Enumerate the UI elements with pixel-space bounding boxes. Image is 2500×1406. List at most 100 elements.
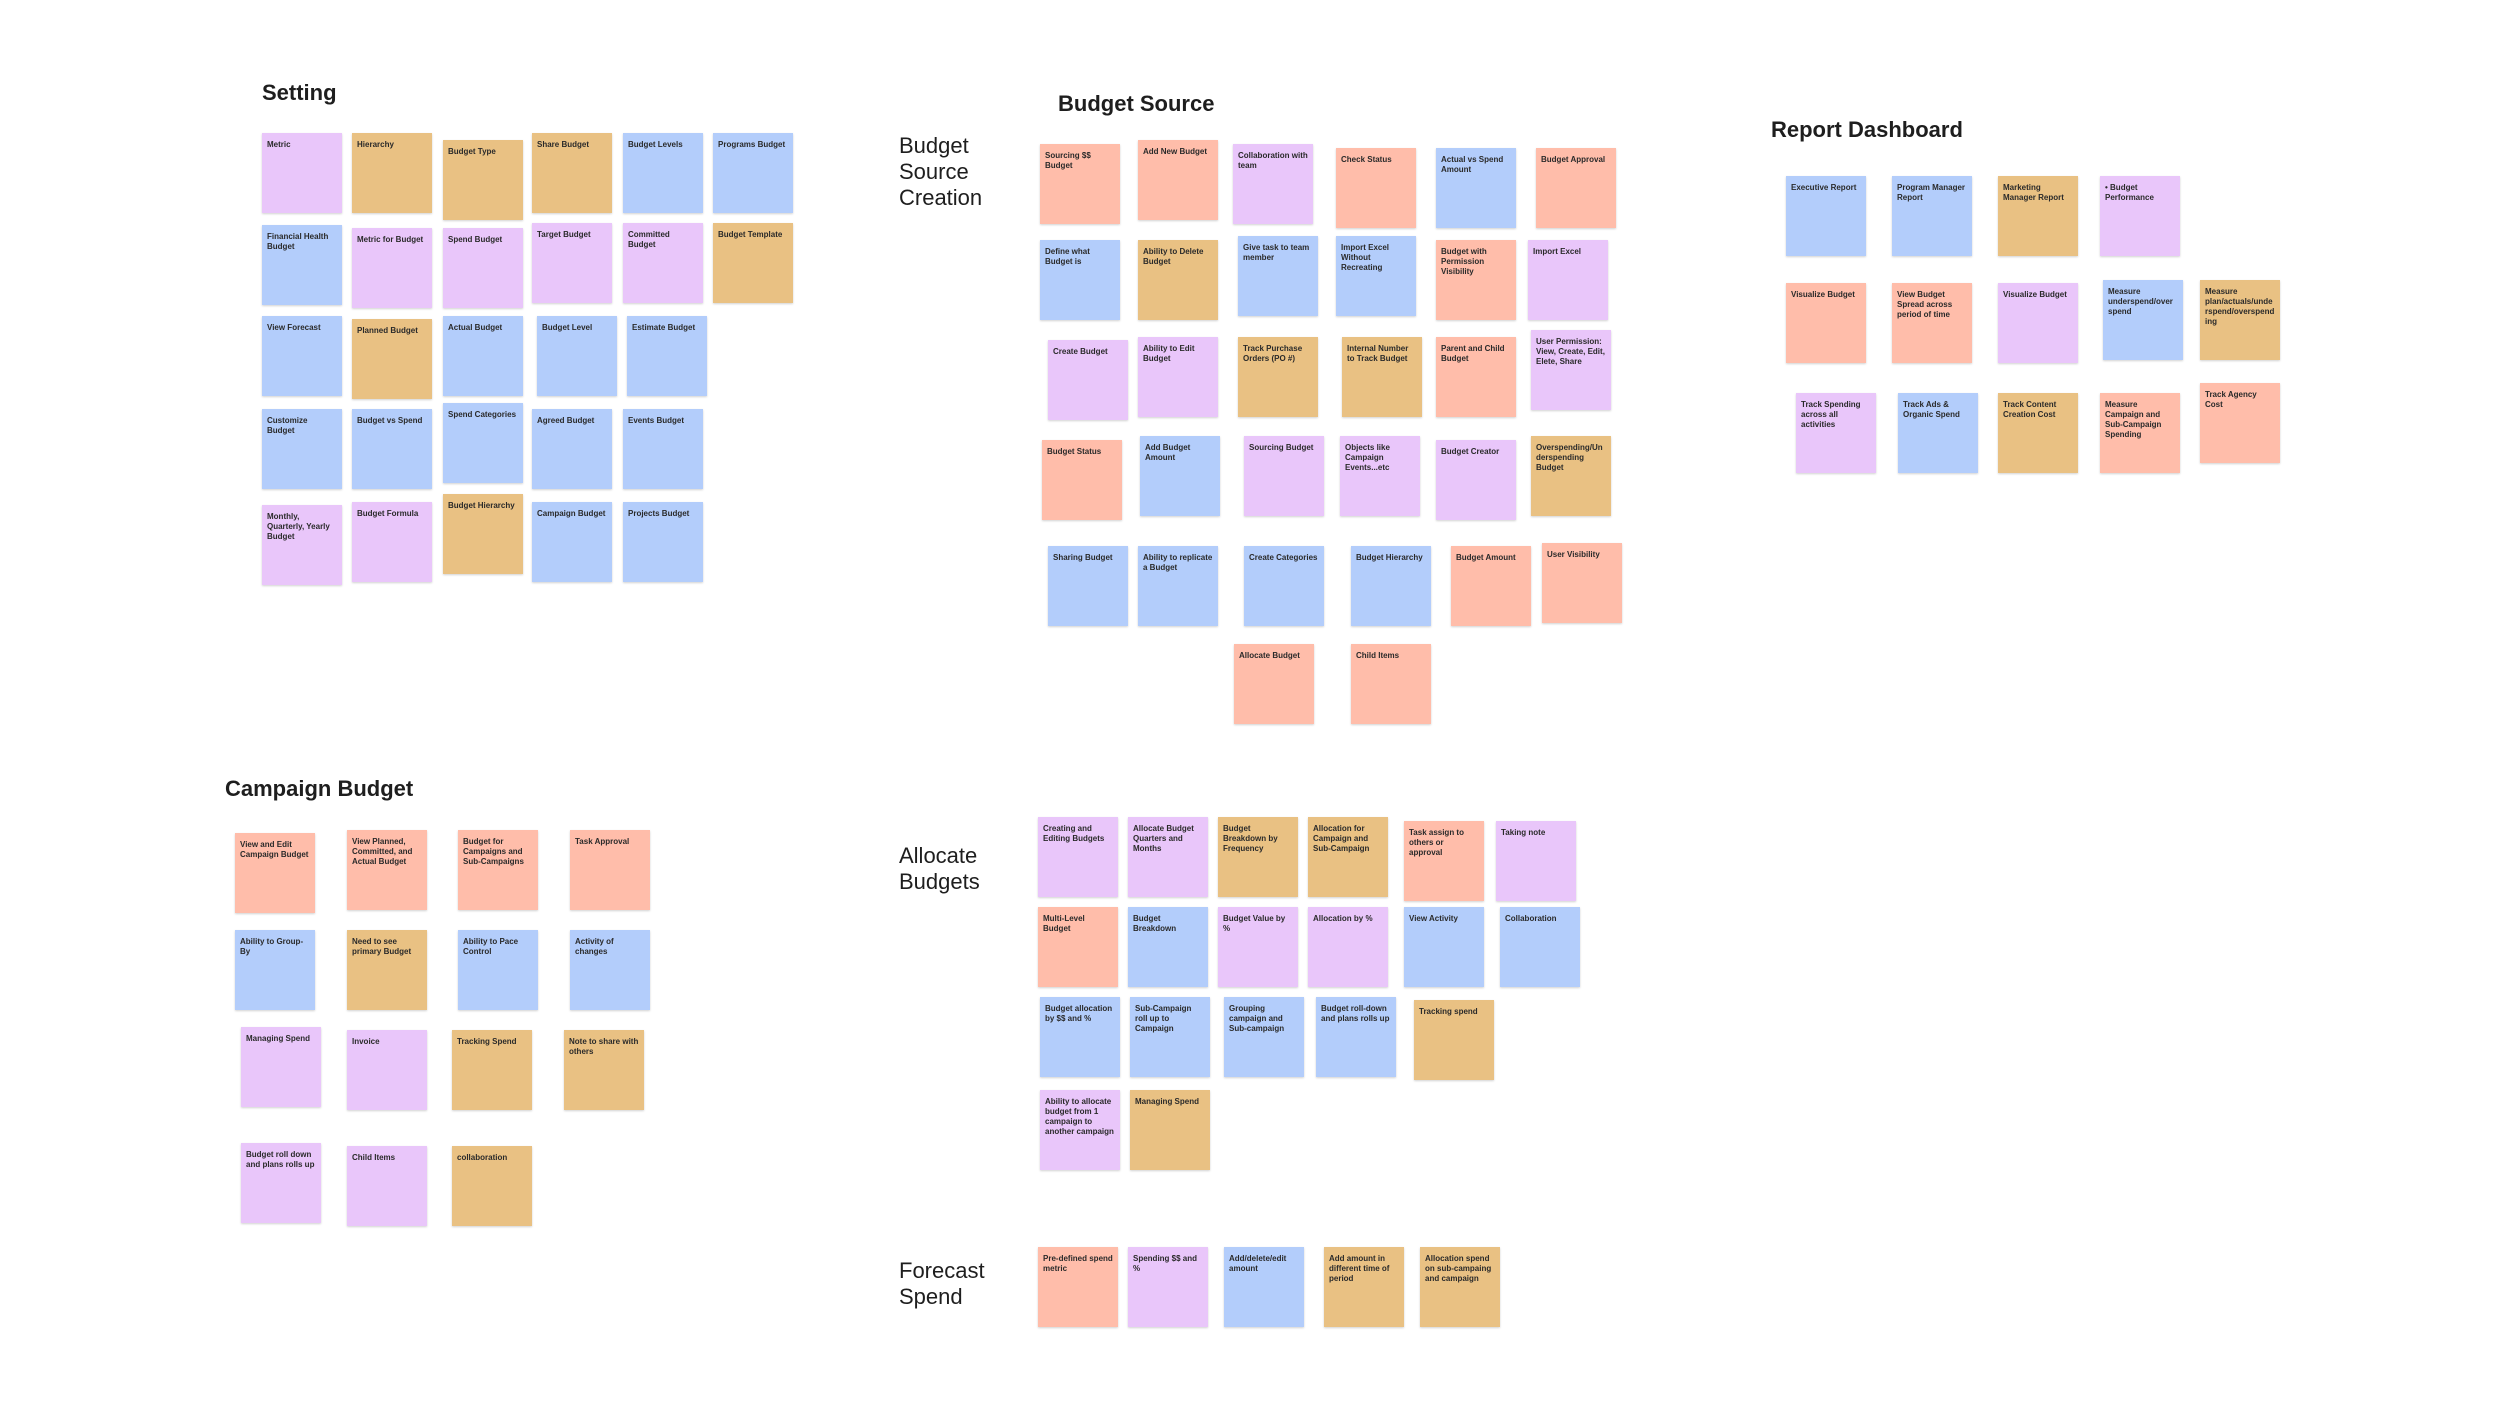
sticky-note[interactable]: Note to share with others xyxy=(564,1030,644,1110)
sticky-note[interactable]: Spend Budget xyxy=(443,228,523,308)
sticky-note[interactable]: Events Budget xyxy=(623,409,703,489)
sticky-note[interactable]: collaboration xyxy=(452,1146,532,1226)
sticky-note[interactable]: Allocation spend on sub-campaing and cam… xyxy=(1420,1247,1500,1327)
sticky-note[interactable]: View Activity xyxy=(1404,907,1484,987)
sticky-note[interactable]: Hierarchy xyxy=(352,133,432,213)
sticky-note[interactable]: Pre-defined spend metric xyxy=(1038,1247,1118,1327)
sticky-note[interactable]: Budget Level xyxy=(537,316,617,396)
sticky-note[interactable]: User Visibility xyxy=(1542,543,1622,623)
sticky-note[interactable]: Metric for Budget xyxy=(352,228,432,308)
sticky-note[interactable]: Measure plan/actuals/underspend/overspen… xyxy=(2200,280,2280,360)
sticky-note[interactable]: Budget Status xyxy=(1042,440,1122,520)
sticky-note[interactable]: Sharing Budget xyxy=(1048,546,1128,626)
sticky-note[interactable]: Need to see primary Budget xyxy=(347,930,427,1010)
sticky-note[interactable]: Collaboration with team xyxy=(1233,144,1313,224)
sticky-note[interactable]: View Planned, Committed, and Actual Budg… xyxy=(347,830,427,910)
sticky-note[interactable]: Budget vs Spend xyxy=(352,409,432,489)
sticky-note[interactable]: Add amount in different time of period xyxy=(1324,1247,1404,1327)
sticky-note[interactable]: Ability to replicate a Budget xyxy=(1138,546,1218,626)
sticky-note[interactable]: Agreed Budget xyxy=(532,409,612,489)
sticky-note[interactable]: Budget Type xyxy=(443,140,523,220)
sticky-note[interactable]: Allocation for Campaign and Sub-Campaign xyxy=(1308,817,1388,897)
sticky-note[interactable]: Import Excel xyxy=(1528,240,1608,320)
sticky-note[interactable]: Budget allocation by $$ and % xyxy=(1040,997,1120,1077)
sticky-note[interactable]: Objects like Campaign Events...etc xyxy=(1340,436,1420,516)
sticky-note[interactable]: Add/delete/edit amount xyxy=(1224,1247,1304,1327)
sticky-note[interactable]: Executive Report xyxy=(1786,176,1866,256)
sticky-note[interactable]: Committed Budget xyxy=(623,223,703,303)
sticky-note[interactable]: Check Status xyxy=(1336,148,1416,228)
sticky-note[interactable]: Task Approval xyxy=(570,830,650,910)
sticky-note[interactable]: • Budget Performance xyxy=(2100,176,2180,256)
sticky-note[interactable]: View and Edit Campaign Budget xyxy=(235,833,315,913)
sticky-note[interactable]: Visualize Budget xyxy=(1998,283,2078,363)
sticky-note[interactable]: Measure Campaign and Sub-Campaign Spendi… xyxy=(2100,393,2180,473)
sticky-note[interactable]: Visualize Budget xyxy=(1786,283,1866,363)
sticky-note[interactable]: Track Content Creation Cost xyxy=(1998,393,2078,473)
sticky-note[interactable]: View Budget Spread across period of time xyxy=(1892,283,1972,363)
sticky-note[interactable]: Track Purchase Orders (PO #) xyxy=(1238,337,1318,417)
sticky-note[interactable]: Marketing Manager Report xyxy=(1998,176,2078,256)
sticky-note[interactable]: Planned Budget xyxy=(352,319,432,399)
sticky-note[interactable]: Budget Amount xyxy=(1451,546,1531,626)
sticky-note[interactable]: Task assign to others or approval xyxy=(1404,821,1484,901)
sticky-note[interactable]: Ability to Delete Budget xyxy=(1138,240,1218,320)
sticky-note[interactable]: Share Budget xyxy=(532,133,612,213)
sticky-note[interactable]: Add New Budget xyxy=(1138,140,1218,220)
sticky-note[interactable]: Track Agency Cost xyxy=(2200,383,2280,463)
sticky-note[interactable]: Sourcing $$ Budget xyxy=(1040,144,1120,224)
sticky-note[interactable]: Budget Hierarchy xyxy=(1351,546,1431,626)
sticky-note[interactable]: Budget roll-down and plans rolls up xyxy=(1316,997,1396,1077)
sticky-note[interactable]: Budget Levels xyxy=(623,133,703,213)
sticky-note[interactable]: Add Budget Amount xyxy=(1140,436,1220,516)
sticky-note[interactable]: Overspending/Underspending Budget xyxy=(1531,436,1611,516)
sticky-note[interactable]: Multi-Level Budget xyxy=(1038,907,1118,987)
sticky-note[interactable]: Customize Budget xyxy=(262,409,342,489)
sticky-note[interactable]: Activity of changes xyxy=(570,930,650,1010)
sticky-note[interactable]: Budget roll down and plans rolls up xyxy=(241,1143,321,1223)
sticky-note[interactable]: Parent and Child Budget xyxy=(1436,337,1516,417)
sticky-note[interactable]: Invoice xyxy=(347,1030,427,1110)
sticky-note[interactable]: Spend Categories xyxy=(443,403,523,483)
sticky-note[interactable]: Sourcing Budget xyxy=(1244,436,1324,516)
sticky-note[interactable]: Budget Creator xyxy=(1436,440,1516,520)
sticky-note[interactable]: Budget with Permission Visibility xyxy=(1436,240,1516,320)
sticky-note[interactable]: Define what Budget is xyxy=(1040,240,1120,320)
sticky-note[interactable]: Budget for Campaigns and Sub-Campaigns xyxy=(458,830,538,910)
sticky-note[interactable]: Allocate Budget xyxy=(1234,644,1314,724)
sticky-note[interactable]: Estimate Budget xyxy=(627,316,707,396)
sticky-note[interactable]: Child Items xyxy=(1351,644,1431,724)
sticky-note[interactable]: Metric xyxy=(262,133,342,213)
sticky-note[interactable]: Creating and Editing Budgets xyxy=(1038,817,1118,897)
sticky-note[interactable]: Ability to Group-By xyxy=(235,930,315,1010)
sticky-note[interactable]: Managing Spend xyxy=(1130,1090,1210,1170)
sticky-note[interactable]: Managing Spend xyxy=(241,1027,321,1107)
sticky-note[interactable]: Taking note xyxy=(1496,821,1576,901)
sticky-note[interactable]: Collaboration xyxy=(1500,907,1580,987)
sticky-note[interactable]: Import Excel Without Recreating xyxy=(1336,236,1416,316)
sticky-note[interactable]: Sub-Campaign roll up to Campaign xyxy=(1130,997,1210,1077)
sticky-note[interactable]: Actual vs Spend Amount xyxy=(1436,148,1516,228)
sticky-note[interactable]: Budget Value by % xyxy=(1218,907,1298,987)
sticky-note[interactable]: Budget Breakdown by Frequency xyxy=(1218,817,1298,897)
sticky-note[interactable]: Program Manager Report xyxy=(1892,176,1972,256)
sticky-note[interactable]: Give task to team member xyxy=(1238,236,1318,316)
sticky-note[interactable]: Track Spending across all activities xyxy=(1796,393,1876,473)
sticky-note[interactable]: Programs Budget xyxy=(713,133,793,213)
sticky-note[interactable]: Budget Hierarchy xyxy=(443,494,523,574)
sticky-note[interactable]: Projects Budget xyxy=(623,502,703,582)
sticky-note[interactable]: Budget Approval xyxy=(1536,148,1616,228)
sticky-note[interactable]: Create Budget xyxy=(1048,340,1128,420)
sticky-note[interactable]: Ability to allocate budget from 1 campai… xyxy=(1040,1090,1120,1170)
sticky-note[interactable]: Tracking Spend xyxy=(452,1030,532,1110)
sticky-note[interactable]: Child Items xyxy=(347,1146,427,1226)
sticky-note[interactable]: Ability to Edit Budget xyxy=(1138,337,1218,417)
sticky-note[interactable]: Budget Formula xyxy=(352,502,432,582)
sticky-note[interactable]: View Forecast xyxy=(262,316,342,396)
sticky-note[interactable]: Actual Budget xyxy=(443,316,523,396)
sticky-note[interactable]: User Permission: View, Create, Edit, Ele… xyxy=(1531,330,1611,410)
sticky-note[interactable]: Spending $$ and % xyxy=(1128,1247,1208,1327)
sticky-note[interactable]: Financial Health Budget xyxy=(262,225,342,305)
sticky-note[interactable]: Allocation by % xyxy=(1308,907,1388,987)
sticky-note[interactable]: Grouping campaign and Sub-campaign xyxy=(1224,997,1304,1077)
